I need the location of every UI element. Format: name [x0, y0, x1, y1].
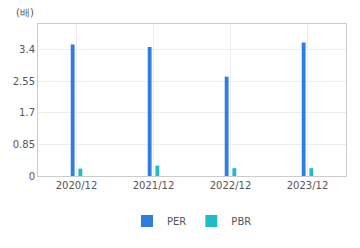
- svg-text:PBR: PBR: [231, 216, 251, 227]
- svg-text:2023/12: 2023/12: [287, 180, 329, 191]
- svg-text:2020/12: 2020/12: [56, 180, 98, 191]
- svg-text:3.4: 3.4: [19, 44, 35, 55]
- svg-text:1.7: 1.7: [19, 107, 35, 118]
- svg-text:2022/12: 2022/12: [210, 180, 252, 191]
- svg-text:2.55: 2.55: [13, 76, 35, 87]
- svg-text:0: 0: [29, 171, 35, 182]
- svg-text:0.85: 0.85: [13, 139, 35, 150]
- svg-text:2021/12: 2021/12: [133, 180, 175, 191]
- svg-text:(배): (배): [16, 7, 34, 18]
- svg-text:PER: PER: [167, 216, 186, 227]
